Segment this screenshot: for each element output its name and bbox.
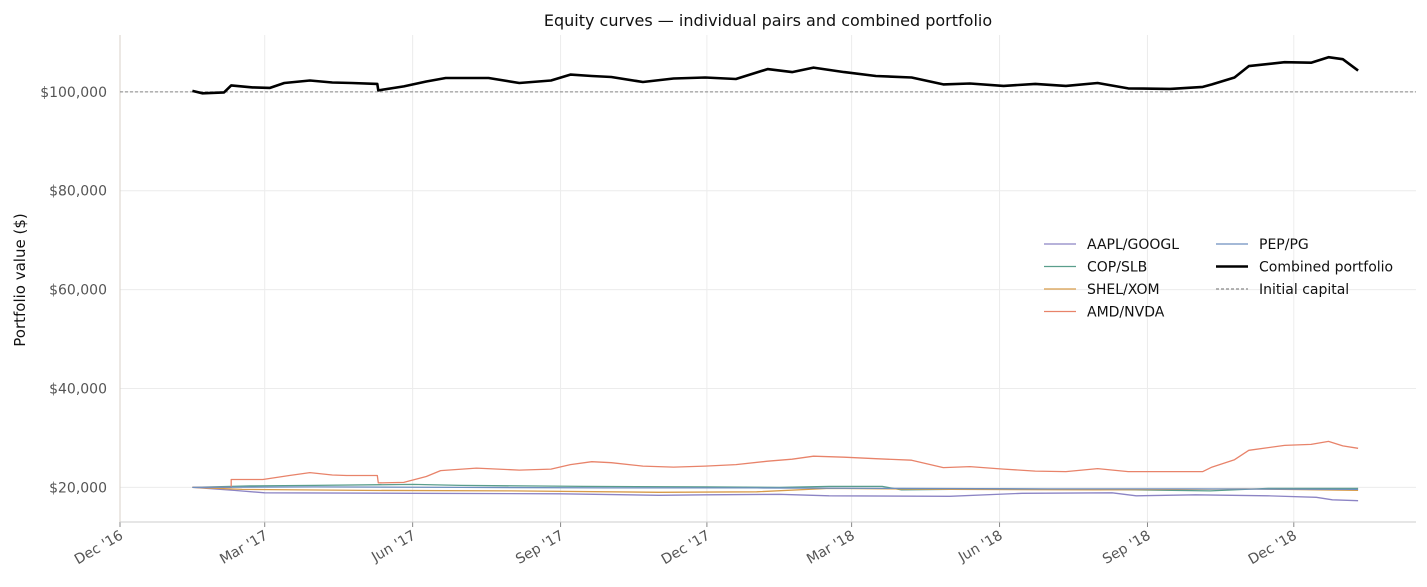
x-tick-label: Dec '18 <box>1246 528 1300 568</box>
series-line-shel-xom <box>192 486 1359 493</box>
series-lines <box>192 55 1359 502</box>
legend-label: Combined portfolio <box>1259 260 1393 276</box>
y-tick-label: $60,000 <box>49 283 107 299</box>
x-tick-label: Mar '18 <box>804 528 857 568</box>
x-tick-label: Mar '17 <box>217 528 270 568</box>
y-tick-label: $80,000 <box>49 184 107 200</box>
x-tick-labels: Dec '16 Mar '17 Jun '17 Sep '17 Dec '17 Mar '… <box>72 528 1300 569</box>
legend: AAPL/GOOGL COP/SLB SHEL/XOM AMD/NVDA PEP/PG C… <box>1044 237 1393 321</box>
y-tick-label: $100,000 <box>40 85 107 101</box>
legend-label: AAPL/GOOGL <box>1087 237 1179 253</box>
x-tick-label: Jun '17 <box>368 528 418 566</box>
y-tick-labels: $20,000 $40,000 $60,000 $80,000 $100,000 <box>40 85 107 497</box>
x-tick-label: Jun '18 <box>955 528 1005 566</box>
legend-label: COP/SLB <box>1087 260 1147 276</box>
grid-lines <box>120 35 1416 522</box>
x-tick-label: Dec '16 <box>72 528 126 569</box>
series-line-amd-nvda <box>192 440 1359 489</box>
x-tick-label: Sep '17 <box>513 528 566 568</box>
chart-title: Equity curves — individual pairs and com… <box>544 11 992 30</box>
series-line-pep-pg <box>192 486 1359 491</box>
axes <box>119 35 1416 527</box>
y-tick-label: $40,000 <box>49 382 107 398</box>
legend-label: PEP/PG <box>1259 237 1309 253</box>
x-tick-label: Dec '17 <box>659 528 713 568</box>
legend-label: SHEL/XOM <box>1087 282 1160 298</box>
legend-label: AMD/NVDA <box>1087 305 1165 321</box>
y-axis-label: Portfolio value ($) <box>11 213 29 346</box>
series-line-aapl-googl <box>192 486 1359 502</box>
y-tick-label: $20,000 <box>49 480 107 496</box>
series-line-combined-portfolio <box>192 55 1359 95</box>
legend-label: Initial capital <box>1259 282 1349 298</box>
x-tick-label: Sep '18 <box>1100 528 1153 568</box>
